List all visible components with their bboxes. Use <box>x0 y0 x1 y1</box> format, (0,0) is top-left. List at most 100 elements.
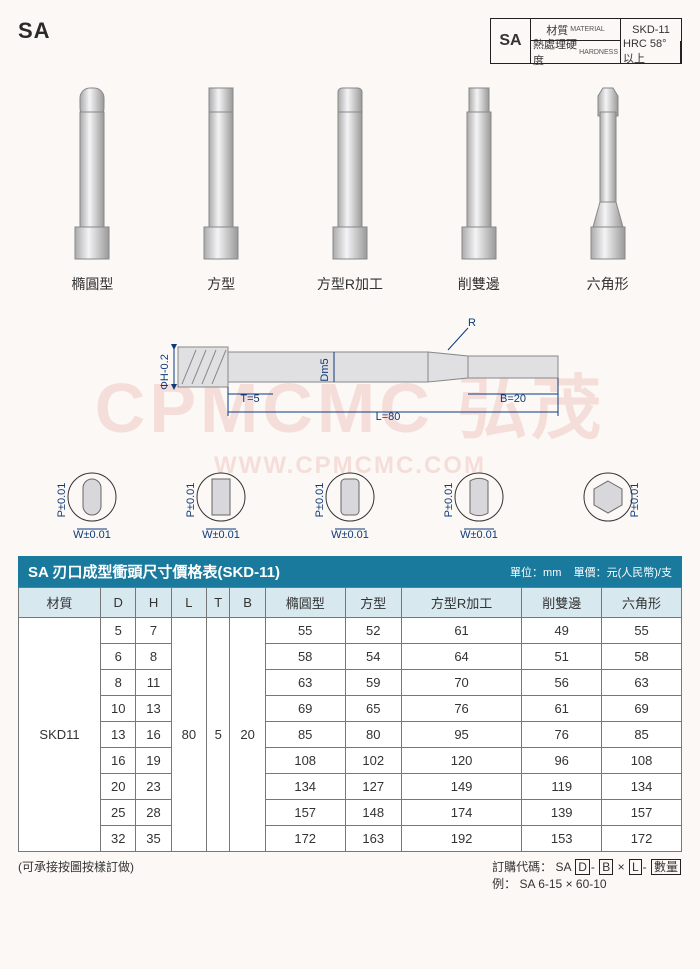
cell-price: 96 <box>522 748 602 774</box>
cell-price: 63 <box>265 670 345 696</box>
cross-flat: P±0.01 W±0.01 <box>424 462 534 542</box>
col-shape-1: 方型 <box>345 588 401 618</box>
col-shape-0: 橢圓型 <box>265 588 345 618</box>
price-table: 材質 D H L T B 橢圓型 方型 方型R加工 削雙邊 六角形 SKD115… <box>18 587 682 852</box>
cell-H: 7 <box>136 618 171 644</box>
cell-price: 69 <box>602 696 682 722</box>
example-label: 例： <box>492 877 516 891</box>
order-qty: 數量 <box>651 859 681 875</box>
cell-D: 25 <box>101 800 136 826</box>
punch-icon <box>325 84 375 264</box>
cell-price: 134 <box>265 774 345 800</box>
cell-D: 10 <box>101 696 136 722</box>
punch-row: 橢圓型 方型 方型R加工 削雙邊 <box>18 84 682 294</box>
cell-price: 85 <box>602 722 682 748</box>
col-shape-3: 削雙邊 <box>522 588 602 618</box>
col-H: H <box>136 588 171 618</box>
punch-label: 方型 <box>207 274 235 294</box>
table-row: 685854645158 <box>19 644 682 670</box>
punch-icon <box>67 84 117 264</box>
custom-note: (可承接按圖按樣訂做) <box>18 858 134 892</box>
order-prefix: SA <box>556 860 571 874</box>
cross-hex: P±0.01 <box>553 462 663 542</box>
cell-B: 20 <box>230 618 265 852</box>
cell-price: 61 <box>522 696 602 722</box>
punch-icon <box>454 84 504 264</box>
cell-price: 95 <box>401 722 521 748</box>
cell-H: 19 <box>136 748 171 774</box>
header: SA SA 材質 MATERIAL SKD-11 熱處理硬度 HARDNESS … <box>18 18 682 64</box>
cell-price: 70 <box>401 670 521 696</box>
cell-price: 54 <box>345 644 401 670</box>
cell-price: 76 <box>522 722 602 748</box>
cell-price: 65 <box>345 696 401 722</box>
cell-price: 172 <box>265 826 345 852</box>
col-shape-4: 六角形 <box>602 588 682 618</box>
cell-price: 76 <box>401 696 521 722</box>
cell-H: 8 <box>136 644 171 670</box>
cell-D: 13 <box>101 722 136 748</box>
col-T: T <box>206 588 229 618</box>
svg-text:P±0.01: P±0.01 <box>629 483 641 518</box>
unit-price: 單價：元(人民幣)/支 <box>574 567 672 579</box>
cell-price: 55 <box>602 618 682 644</box>
cross-square-r: P±0.01 W±0.01 <box>295 462 405 542</box>
order-B: B <box>599 859 613 875</box>
table-row: 161910810212096108 <box>19 748 682 774</box>
punch-icon <box>196 84 246 264</box>
product-code: SA <box>18 18 51 44</box>
table-title: SA 刃口成型衝頭尺寸價格表(SKD-11) <box>28 561 280 582</box>
cell-price: 192 <box>401 826 521 852</box>
cross-section-row: P±0.01 W±0.01 P±0.01 W±0.01 P±0.01 W±0.0… <box>18 462 682 542</box>
table-row: 8116359705663 <box>19 670 682 696</box>
svg-text:W±0.01: W±0.01 <box>460 529 498 541</box>
punch-item: 方型R加工 <box>295 84 405 294</box>
cross-oval: P±0.01 W±0.01 <box>37 462 147 542</box>
matbox-code: SA <box>491 19 531 63</box>
table-row: 10136965766169 <box>19 696 682 722</box>
cell-price: 49 <box>522 618 602 644</box>
table-title-bar: SA 刃口成型衝頭尺寸價格表(SKD-11) 單位：mm 單價：元(人民幣)/支 <box>18 556 682 587</box>
punch-item: 橢圓型 <box>37 84 147 294</box>
cell-price: 157 <box>602 800 682 826</box>
cell-price: 153 <box>522 826 602 852</box>
cell-price: 149 <box>401 774 521 800</box>
cell-price: 80 <box>345 722 401 748</box>
cell-price: 172 <box>602 826 682 852</box>
table-row: 13168580957685 <box>19 722 682 748</box>
punch-item: 方型 <box>166 84 276 294</box>
svg-text:P±0.01: P±0.01 <box>56 483 68 518</box>
cell-price: 51 <box>522 644 602 670</box>
cell-price: 61 <box>401 618 521 644</box>
side-diagram: ΦH-0.2 Dm5 T=5 L=80 B=20 R <box>138 312 598 432</box>
svg-text:W±0.01: W±0.01 <box>331 529 369 541</box>
cell-price: 85 <box>265 722 345 748</box>
svg-text:W±0.01: W±0.01 <box>202 529 240 541</box>
punch-label: 削雙邊 <box>458 274 500 294</box>
dim-T: T=5 <box>240 393 259 405</box>
cell-material: SKD11 <box>19 618 101 852</box>
punch-label: 橢圓型 <box>71 274 113 294</box>
cell-D: 5 <box>101 618 136 644</box>
cell-price: 108 <box>265 748 345 774</box>
punch-icon <box>583 84 633 264</box>
table-row: 2528157148174139157 <box>19 800 682 826</box>
cell-price: 139 <box>522 800 602 826</box>
svg-text:P±0.01: P±0.01 <box>185 483 197 518</box>
cell-H: 16 <box>136 722 171 748</box>
cell-price: 64 <box>401 644 521 670</box>
example: SA 6-15 × 60-10 <box>520 877 607 891</box>
svg-text:P±0.01: P±0.01 <box>443 483 455 518</box>
dim-B: B=20 <box>500 393 526 405</box>
svg-text:P±0.01: P±0.01 <box>314 483 326 518</box>
footer: (可承接按圖按樣訂做) 訂購代碼： SA D- B × L- 數量 例： SA … <box>18 858 682 892</box>
cell-D: 8 <box>101 670 136 696</box>
cell-price: 120 <box>401 748 521 774</box>
table-header-row: 材質 D H L T B 橢圓型 方型 方型R加工 削雙邊 六角形 <box>19 588 682 618</box>
table-row: 3235172163192153172 <box>19 826 682 852</box>
cell-price: 58 <box>602 644 682 670</box>
punch-item: 六角形 <box>553 84 663 294</box>
cell-price: 174 <box>401 800 521 826</box>
cell-price: 59 <box>345 670 401 696</box>
cell-price: 56 <box>522 670 602 696</box>
